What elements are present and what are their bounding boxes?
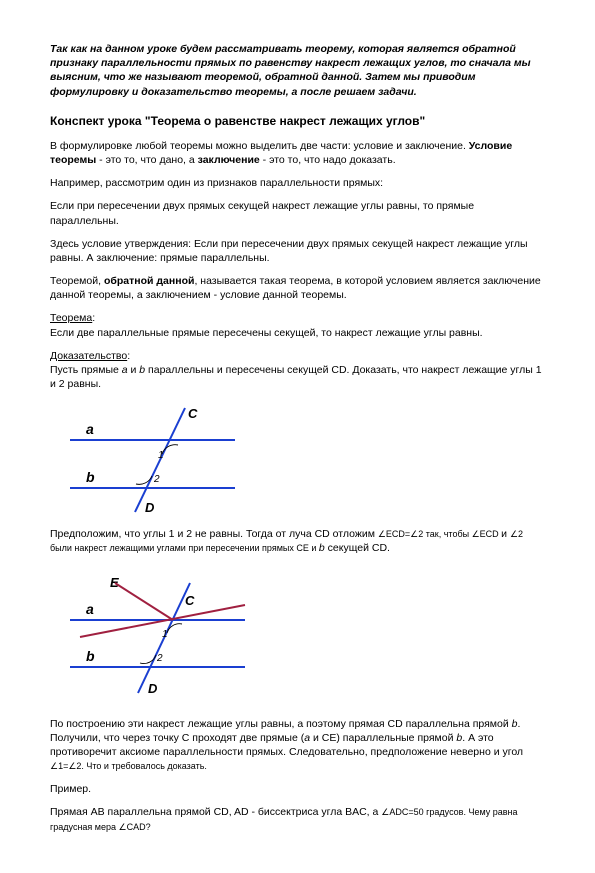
text: - это то, что надо доказать. bbox=[260, 154, 396, 166]
angle-expr: ∠ECD=∠2 bbox=[378, 529, 426, 539]
para-example-intro: Например, рассмотрим один из признаков п… bbox=[50, 176, 545, 190]
text: Предположим, что углы 1 и 2 не равны. То… bbox=[50, 528, 378, 540]
figure-2: a b C D E 1 2 bbox=[50, 565, 545, 705]
angle-expr: ∠CAD? bbox=[119, 822, 151, 832]
lesson-title: Конспект урока "Теорема о равенстве накр… bbox=[50, 113, 545, 129]
text: так, чтобы bbox=[426, 529, 472, 539]
para-sign: Если при пересечении двух прямых секущей… bbox=[50, 199, 545, 227]
label-D: D bbox=[145, 500, 155, 515]
text: и bbox=[501, 528, 510, 540]
text: Пусть прямые bbox=[50, 364, 122, 376]
label-1: 1 bbox=[162, 629, 168, 640]
label-a: a bbox=[86, 601, 94, 617]
para-definitions: В формулировке любой теоремы можно выдел… bbox=[50, 139, 545, 167]
label-2: 2 bbox=[153, 474, 160, 485]
figure-2-svg: a b C D E 1 2 bbox=[50, 565, 250, 705]
text: были накрест лежащими углами при пересеч… bbox=[50, 543, 319, 553]
text: секущей CD. bbox=[325, 542, 390, 554]
theorem-text: Если две параллельные прямые пересечены … bbox=[50, 326, 545, 340]
figure-1-svg: a b C D 1 2 bbox=[50, 400, 240, 515]
text: Теоремой, bbox=[50, 275, 104, 287]
para-conclusion: По построению эти накрест лежащие углы р… bbox=[50, 717, 545, 774]
label-D: D bbox=[148, 681, 158, 696]
text: : bbox=[127, 350, 130, 362]
text: и bbox=[128, 364, 140, 376]
line-ce-up bbox=[115, 583, 173, 620]
label-1: 1 bbox=[158, 450, 164, 461]
label-a: a bbox=[86, 421, 94, 437]
figure-1: a b C D 1 2 bbox=[50, 400, 545, 515]
text-underline: Доказательство bbox=[50, 350, 127, 362]
bold-term-inverse: обратной данной bbox=[104, 275, 194, 287]
angle-expr: ∠ADC=50 bbox=[381, 807, 426, 817]
text: и CE) параллельные прямой bbox=[310, 732, 456, 744]
para-inverse-def: Теоремой, обратной данной, называется та… bbox=[50, 274, 545, 302]
proof-label: Доказательство: bbox=[50, 349, 545, 363]
para-example-problem: Прямая AB параллельна прямой CD, AD - би… bbox=[50, 805, 545, 833]
label-E: E bbox=[110, 575, 119, 590]
text: - это то, что дано, а bbox=[96, 154, 197, 166]
label-C: C bbox=[188, 406, 198, 421]
angle-expr: ∠ECD bbox=[472, 529, 499, 539]
text: Прямая AB параллельна прямой CD, AD - би… bbox=[50, 806, 381, 818]
para-explain: Здесь условие утверждения: Если при пере… bbox=[50, 237, 545, 265]
label-2: 2 bbox=[156, 653, 163, 664]
text: В формулировке любой теоремы можно выдел… bbox=[50, 140, 469, 152]
theorem-label: Теорема: bbox=[50, 311, 545, 325]
label-C: C bbox=[185, 593, 195, 608]
para-suppose: Предположим, что углы 1 и 2 не равны. То… bbox=[50, 527, 545, 555]
page: Так как на данном уроке будем рассматрив… bbox=[0, 0, 595, 873]
angle-conclusion: ∠1=∠2. Что и требовалось доказать. bbox=[50, 761, 207, 771]
text: По построению эти накрест лежащие углы р… bbox=[50, 718, 512, 730]
intro-text: Так как на данном уроке будем рассматрив… bbox=[50, 42, 545, 99]
label-b: b bbox=[86, 469, 95, 485]
label-b: b bbox=[86, 648, 95, 664]
text-underline: Теорема bbox=[50, 312, 92, 324]
proof-given: Пусть прямые a и b параллельны и пересеч… bbox=[50, 363, 545, 391]
angle-expr: ∠2 bbox=[510, 529, 523, 539]
text: : bbox=[92, 312, 95, 324]
para-example-label: Пример. bbox=[50, 782, 545, 796]
bold-term-conclusion: заключение bbox=[198, 154, 260, 166]
